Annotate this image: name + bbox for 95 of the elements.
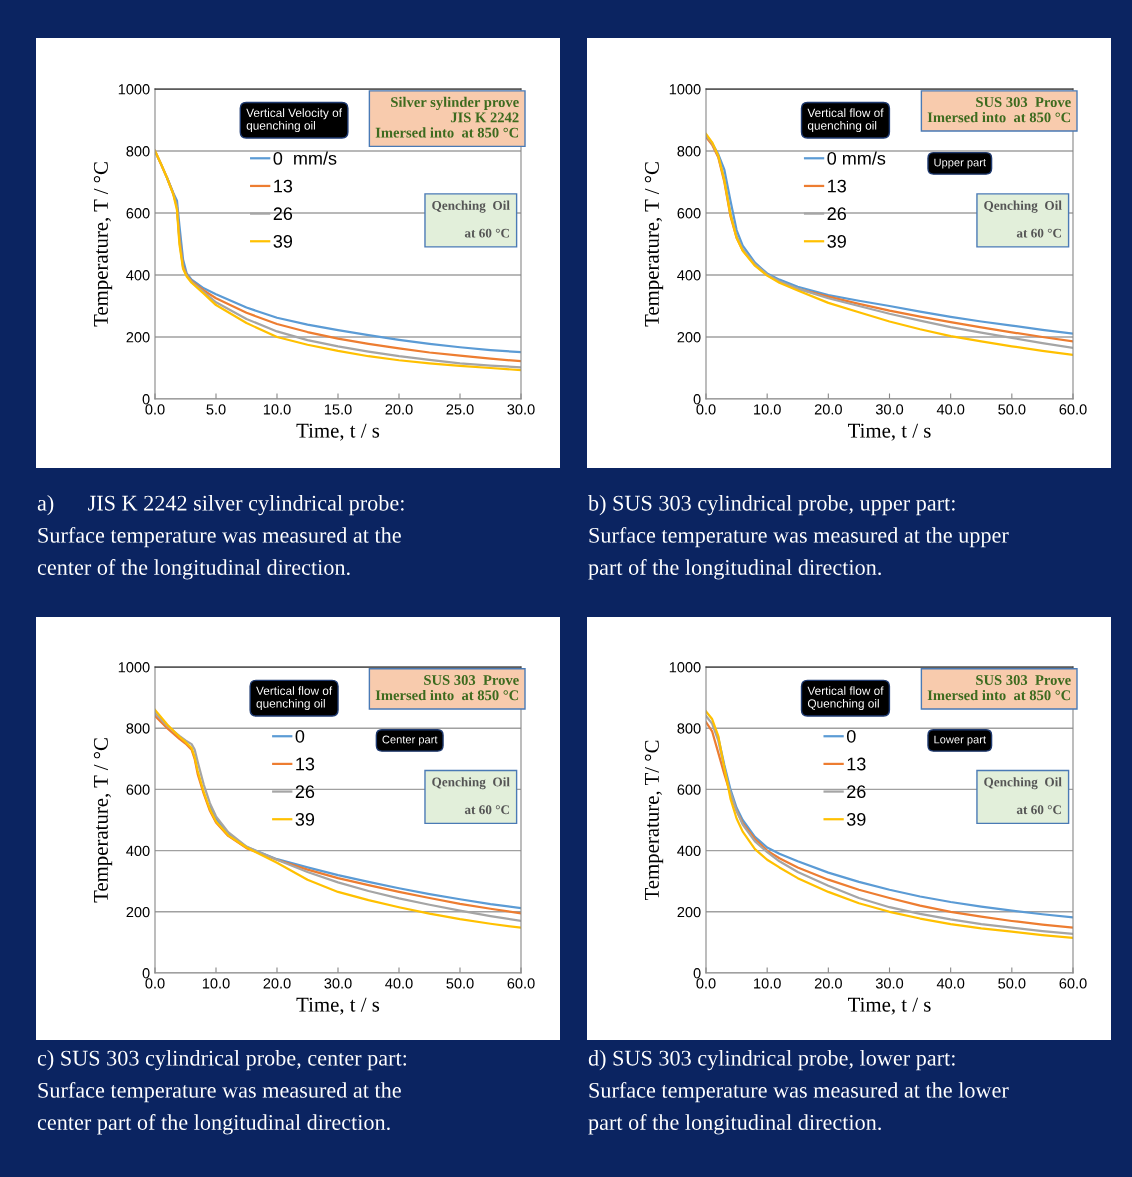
text: Qenching Oil at 60 °C xyxy=(432,777,510,815)
legend-label: 39 xyxy=(273,234,293,248)
annotation: Upper part xyxy=(934,158,986,169)
legend-label: 26 xyxy=(295,785,315,799)
y-tick-label: 800 xyxy=(126,723,150,734)
x-tick-label: 0.0 xyxy=(145,978,165,989)
y-tick-label: 600 xyxy=(126,784,150,795)
x-tick-label: 10.0 xyxy=(263,404,291,415)
y-tick-label: 600 xyxy=(126,208,150,219)
x-tick-label: 30.0 xyxy=(875,404,904,415)
annotation: SUS 303 Prove Imersed into at 850 °C xyxy=(927,675,1071,701)
x-tick-label: 40.0 xyxy=(385,978,413,989)
x-tick-label: 60.0 xyxy=(1059,978,1087,989)
legend-label: 13 xyxy=(847,757,866,771)
legend-label: 0 mm/s xyxy=(827,151,886,165)
text: a) JIS K 2242 silver cylindrical probe: Surface temperature was measured at the center of the longitudinal direction. xyxy=(37,495,404,580)
y-tick-label: 200 xyxy=(677,332,701,343)
y-tick-label: 400 xyxy=(677,270,701,281)
x-tick-label: 30.0 xyxy=(324,978,352,989)
legend-label: 0 xyxy=(295,729,305,743)
y-axis-title: Temperature, T / °C xyxy=(93,162,113,327)
x-tick-label: 20.0 xyxy=(385,404,413,415)
legend-label: 39 xyxy=(827,234,846,248)
x-tick-label: 30.0 xyxy=(507,404,535,415)
x-tick-label: 30.0 xyxy=(875,978,904,989)
x-tick-label: 50.0 xyxy=(998,978,1026,989)
x-axis-title: Time, t / s xyxy=(848,423,931,441)
text: d) SUS 303 cylindrical probe, lower part: Surface temperature was measured at the lower part of the longitudinal direction. xyxy=(588,1050,1009,1135)
x-tick-label: 15.0 xyxy=(324,404,352,415)
y-tick-label: 1000 xyxy=(118,84,150,95)
legend-label: 0 xyxy=(846,729,856,743)
x-tick-label: 20.0 xyxy=(814,404,842,415)
y-tick-label: 0 xyxy=(142,394,150,405)
x-tick-label: 60.0 xyxy=(1059,404,1087,415)
y-tick-label: 800 xyxy=(677,146,701,157)
text: b) SUS 303 cylindrical probe, upper part: Surface temperature was measured at the upper part of the longitudinal direction. xyxy=(588,495,1009,580)
legend-title: Vertical flow of Quenching oil xyxy=(807,686,884,711)
y-axis-title: Temperature, T / °C xyxy=(644,162,664,327)
x-tick-label: 20.0 xyxy=(263,978,291,989)
x-tick-label: 0.0 xyxy=(696,404,716,415)
legend-title: Vertical flow of quenching oil xyxy=(256,686,333,711)
legend-label: 13 xyxy=(828,179,846,193)
x-tick-label: 40.0 xyxy=(936,404,965,415)
x-axis-title: Time, t / s xyxy=(848,997,931,1015)
y-tick-label: 1000 xyxy=(669,662,701,673)
x-axis-title: Time, t / s xyxy=(296,997,380,1015)
legend-label: 13 xyxy=(274,179,293,193)
y-tick-label: 200 xyxy=(677,906,701,918)
legend-title: Vertical flow of quenching oil xyxy=(807,108,884,133)
x-tick-label: 50.0 xyxy=(998,404,1026,415)
x-tick-label: 40.0 xyxy=(936,978,965,989)
text: c) SUS 303 cylindrical probe, center part: Surface temperature was measured at the center part of the longitudinal direction. xyxy=(37,1050,407,1135)
x-tick-label: 20.0 xyxy=(814,978,842,989)
x-axis-title: Time, t / s xyxy=(296,423,380,441)
legend-label: 26 xyxy=(273,207,293,221)
legend-label: 0 mm/s xyxy=(273,151,337,165)
y-tick-label: 0 xyxy=(693,968,701,979)
x-tick-label: 0.0 xyxy=(145,404,165,415)
annotation: SUS 303 Prove Imersed into at 850 °C xyxy=(927,97,1071,123)
y-tick-label: 1000 xyxy=(118,662,150,673)
text: Qenching Oil at 60 °C xyxy=(984,200,1062,238)
y-tick-label: 400 xyxy=(677,845,701,857)
x-tick-label: 50.0 xyxy=(446,978,474,989)
y-tick-label: 0 xyxy=(142,968,150,979)
y-tick-label: 800 xyxy=(677,723,701,734)
y-tick-label: 1000 xyxy=(669,84,701,95)
annotation: Center part xyxy=(382,735,438,746)
y-tick-label: 800 xyxy=(126,146,150,157)
text: Qenching Oil at 60 °C xyxy=(432,200,510,238)
legend-title: Vertical Velocity of quenching oil xyxy=(246,108,342,133)
y-tick-label: 400 xyxy=(126,270,150,281)
annotation: Silver sylinder prove JIS K 2242 Imersed into at 850 °C xyxy=(375,96,519,138)
y-axis-title: Temperature, T / °C xyxy=(93,738,113,903)
x-tick-label: 10.0 xyxy=(754,978,781,989)
x-tick-label: 0.0 xyxy=(696,978,716,989)
legend-label: 39 xyxy=(846,812,866,826)
x-tick-label: 25.0 xyxy=(446,404,474,415)
y-tick-label: 600 xyxy=(677,208,701,219)
x-tick-label: 10.0 xyxy=(202,978,230,989)
y-tick-label: 600 xyxy=(677,784,701,795)
legend-label: 26 xyxy=(847,785,866,799)
text: Qenching Oil at 60 °C xyxy=(984,777,1062,815)
legend-label: 39 xyxy=(295,812,315,826)
x-tick-label: 5.0 xyxy=(206,404,226,415)
x-tick-label: 60.0 xyxy=(507,978,535,989)
y-tick-label: 200 xyxy=(126,332,150,343)
legend-label: 13 xyxy=(296,757,315,771)
y-axis-title: Temperature, T/ °C xyxy=(644,740,664,901)
legend-label: 26 xyxy=(827,207,846,221)
annotation: SUS 303 Prove Imersed into at 850 °C xyxy=(375,675,519,701)
y-tick-label: 200 xyxy=(126,906,150,918)
annotation: Lower part xyxy=(934,735,986,746)
y-tick-label: 0 xyxy=(693,394,701,405)
y-tick-label: 400 xyxy=(126,845,150,857)
x-tick-label: 10.0 xyxy=(754,404,781,415)
